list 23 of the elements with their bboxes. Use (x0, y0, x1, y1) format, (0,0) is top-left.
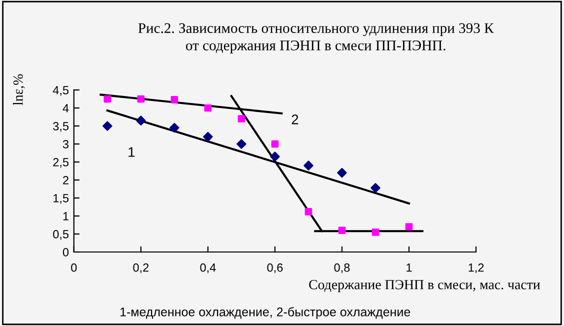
x-tick-label: 0,8 (334, 263, 350, 274)
y-tick-label: 1,5 (54, 194, 69, 204)
x-tick-label: 1,2 (468, 263, 484, 274)
y-tick-label: 0 (62, 248, 69, 256)
x-tick-label: 0 (71, 263, 77, 272)
x-tick-label: 0,4 (200, 263, 216, 274)
annotation: 1 (128, 147, 135, 157)
x-tick-label: 0,6 (267, 263, 283, 274)
x-tick-label: 1 (406, 264, 412, 272)
y-tick-label: 4,5 (52, 86, 69, 96)
chart-title: Рис.2. Зависимость относительного удлинения при 393 К от содержания ПЭНП в смеси ПП-ПЭНП. (138, 23, 494, 54)
y-axis-title: lnε,% (13, 74, 25, 106)
annotation: 2 (292, 114, 298, 124)
x-axis-title: Содержание ПЭНП в смеси, мас. части (309, 280, 540, 292)
text: 1-медленное охлаждение, 2-быстрое охлаждение (120, 307, 410, 319)
y-tick-label: 2 (63, 176, 68, 184)
y-tick-label: 3 (62, 140, 69, 148)
y-tick-label: 2,5 (53, 158, 69, 168)
y-tick-label: 3,5 (53, 122, 69, 132)
y-tick-label: 1 (63, 212, 68, 220)
x-tick-label: 0,2 (133, 263, 149, 274)
y-tick-label: 4 (62, 104, 69, 112)
y-tick-label: 0,5 (53, 230, 69, 240)
